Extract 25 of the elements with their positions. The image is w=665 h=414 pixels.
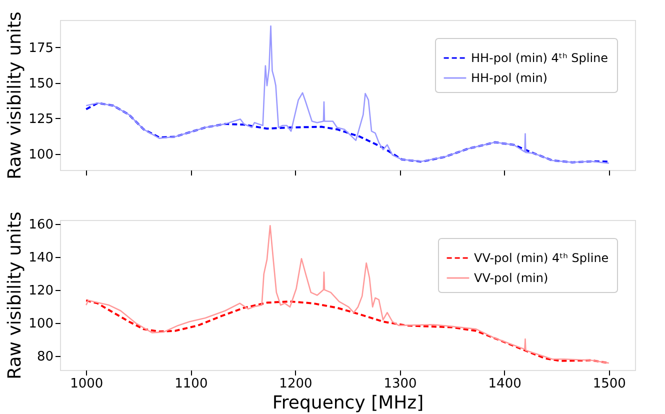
- y-tick-label: 125: [28, 112, 54, 127]
- legend-label: HH-pol (min): [471, 71, 548, 85]
- x-tick-label: 1100: [174, 376, 208, 392]
- legend-label: HH-pol (min) 4ᵗʰ Spline: [471, 51, 608, 65]
- y-tick-label: 175: [28, 40, 54, 56]
- y-tick-label: 100: [28, 147, 54, 162]
- x-axis-title: Frequency [MHz]: [272, 392, 424, 414]
- line-series: [85, 25, 610, 164]
- line-series: [85, 224, 610, 364]
- x-tick-label: 1400: [488, 376, 522, 392]
- y-tick-label: 140: [28, 250, 54, 266]
- y-axis-title: Raw visibility units: [4, 212, 26, 380]
- y-tick-label: 120: [28, 283, 54, 298]
- y-tick-label: 80: [36, 349, 54, 364]
- y-tick-label: 160: [28, 217, 54, 232]
- x-tick-label: 1000: [70, 376, 104, 392]
- x-tick-label: 1300: [384, 376, 417, 392]
- x-tick-label: 1500: [592, 376, 626, 392]
- y-tick-label: 100: [28, 316, 54, 332]
- line-series: [85, 102, 610, 164]
- y-axis-title: Raw visibility units: [4, 12, 26, 180]
- y-tick-label: 150: [28, 76, 54, 92]
- x-tick-label: 1200: [279, 376, 312, 392]
- legend-label: VV-pol (min) 4ᵗʰ Spline: [474, 251, 609, 265]
- legend-label: VV-pol (min): [474, 271, 548, 285]
